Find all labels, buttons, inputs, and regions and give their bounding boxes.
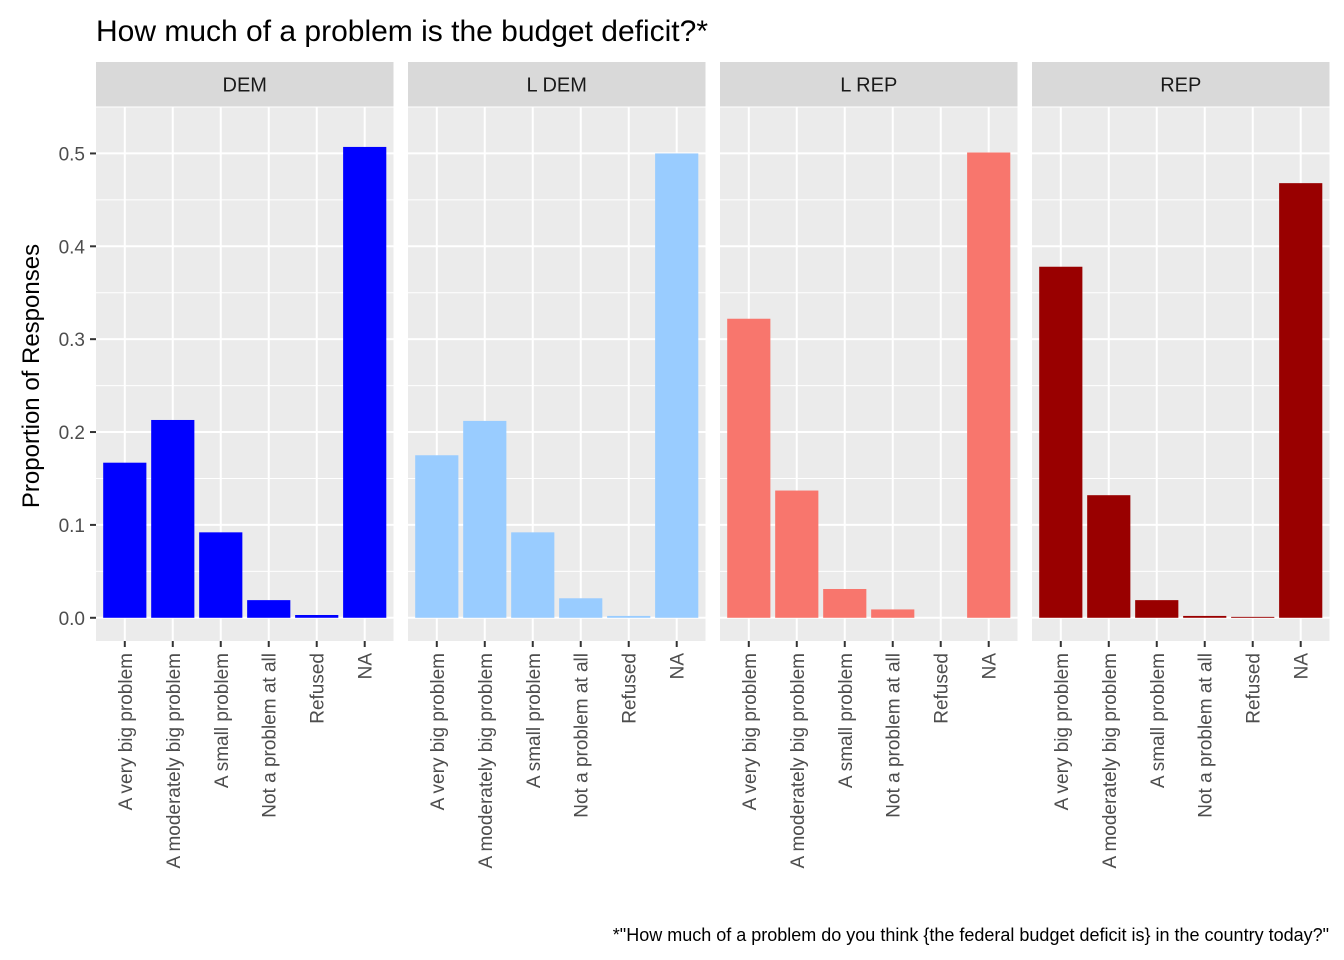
- x-tick-label: NA: [668, 653, 689, 680]
- bar-na: [967, 152, 1011, 618]
- y-axis-title: Proportion of Responses: [18, 244, 45, 508]
- x-tick-label: Refused: [308, 653, 329, 724]
- facet-strip: [96, 62, 394, 107]
- x-tick-label: A moderately big problem: [788, 653, 809, 868]
- x-tick-label: A very big problem: [116, 653, 137, 810]
- bar-a-moderately-big-problem: [151, 419, 195, 618]
- facet-strip-label: REP: [1160, 75, 1201, 97]
- facet-strip-label: L REP: [840, 75, 897, 97]
- x-tick-label: A very big problem: [740, 653, 761, 810]
- x-tick-label: A small problem: [524, 653, 545, 788]
- bar-refused: [1231, 616, 1275, 618]
- x-tick-label: A very big problem: [428, 653, 449, 810]
- bar-not-a-problem-at-all: [1183, 615, 1227, 618]
- chart-title: How much of a problem is the budget defi…: [96, 15, 708, 48]
- x-tick-label: Not a problem at all: [572, 653, 593, 818]
- bar-na: [655, 153, 699, 618]
- facet-strip-label: DEM: [223, 75, 267, 97]
- bar-a-small-problem: [1135, 600, 1179, 618]
- facet-strip: [720, 62, 1018, 107]
- x-tick-label: Refused: [932, 653, 953, 724]
- bar-a-very-big-problem: [727, 318, 771, 618]
- facet-panels: DEM A very big problem A moderately big pr…: [96, 62, 1330, 868]
- bar-a-small-problem: [823, 588, 867, 618]
- bar-a-small-problem: [199, 532, 243, 618]
- x-tick-label: A very big problem: [1052, 653, 1073, 810]
- x-tick-label: NA: [980, 653, 1001, 680]
- y-tick-label: 0.2: [59, 423, 85, 444]
- y-tick-label: 0.0: [59, 609, 85, 630]
- bar-a-moderately-big-problem: [775, 490, 819, 618]
- bar-not-a-problem-at-all: [247, 600, 291, 618]
- bar-a-very-big-problem: [1039, 266, 1083, 618]
- x-tick-label: Not a problem at all: [884, 653, 905, 818]
- x-tick-label: A moderately big problem: [476, 653, 497, 868]
- facet-panel-dem: DEM A very big problem A moderately big pr…: [96, 62, 394, 868]
- bar-a-moderately-big-problem: [463, 420, 507, 618]
- bar-refused: [295, 614, 339, 618]
- y-tick-label: 0.5: [59, 144, 85, 165]
- x-tick-label: A small problem: [836, 653, 857, 788]
- bar-not-a-problem-at-all: [559, 598, 603, 618]
- y-tick-label: 0.3: [59, 330, 85, 351]
- facet-strip: [1032, 62, 1330, 107]
- chart-caption: *"How much of a problem do you think {th…: [613, 925, 1329, 945]
- x-tick-label: NA: [1292, 653, 1313, 680]
- x-tick-label: NA: [356, 653, 377, 680]
- x-tick-label: A small problem: [212, 653, 233, 788]
- facet-strip: [408, 62, 706, 107]
- bar-a-small-problem: [511, 532, 555, 618]
- facet-strip-label: L DEM: [527, 75, 587, 97]
- facet-panel-l-rep: L REP A very big problem A moderately big …: [720, 62, 1018, 868]
- x-tick-label: A small problem: [1148, 653, 1169, 788]
- y-axis: 0.0 0.1 0.2 0.3 0.4 0.5: [59, 144, 96, 630]
- facet-panel-rep: REP A very big problem A moderately big pr…: [1032, 62, 1330, 868]
- x-tick-label: Not a problem at all: [260, 653, 281, 818]
- y-tick-label: 0.4: [59, 237, 86, 258]
- bar-a-moderately-big-problem: [1087, 495, 1131, 618]
- x-tick-label: Not a problem at all: [1196, 653, 1217, 818]
- bar-a-very-big-problem: [415, 455, 459, 618]
- bar-a-very-big-problem: [103, 462, 147, 618]
- x-tick-label: A moderately big problem: [164, 653, 185, 868]
- facet-panel-l-dem: L DEM A very big problem A moderately big …: [408, 62, 706, 868]
- bar-not-a-problem-at-all: [871, 609, 915, 618]
- x-tick-label: Refused: [1244, 653, 1265, 724]
- bar-refused: [607, 615, 651, 618]
- y-tick-label: 0.1: [59, 516, 85, 537]
- bar-na: [1279, 183, 1323, 618]
- bar-na: [343, 146, 387, 618]
- x-tick-label: Refused: [620, 653, 641, 724]
- x-tick-label: A moderately big problem: [1100, 653, 1121, 868]
